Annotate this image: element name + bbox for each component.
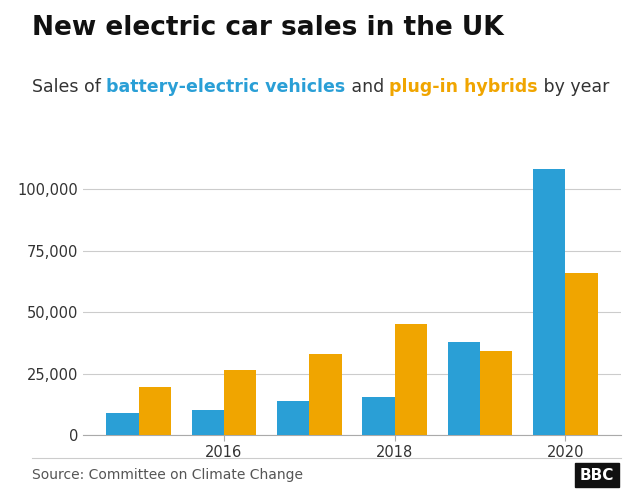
Bar: [309, 354, 342, 435]
Bar: [447, 342, 480, 435]
Bar: [224, 370, 257, 435]
Bar: [480, 352, 513, 435]
Bar: [362, 397, 395, 435]
Text: plug-in hybrids: plug-in hybrids: [389, 78, 538, 96]
Text: BBC: BBC: [580, 468, 614, 482]
Bar: [191, 410, 224, 435]
Text: battery-electric vehicles: battery-electric vehicles: [106, 78, 346, 96]
Text: and: and: [346, 78, 389, 96]
Bar: [395, 324, 427, 435]
Text: New electric car sales in the UK: New electric car sales in the UK: [32, 15, 504, 41]
Bar: [565, 272, 598, 435]
Bar: [533, 169, 565, 435]
Text: by year: by year: [538, 78, 609, 96]
Text: Sales of: Sales of: [32, 78, 106, 96]
Text: Source: Committee on Climate Change: Source: Committee on Climate Change: [32, 468, 303, 481]
Bar: [139, 388, 171, 435]
Bar: [277, 401, 309, 435]
Bar: [106, 412, 139, 435]
